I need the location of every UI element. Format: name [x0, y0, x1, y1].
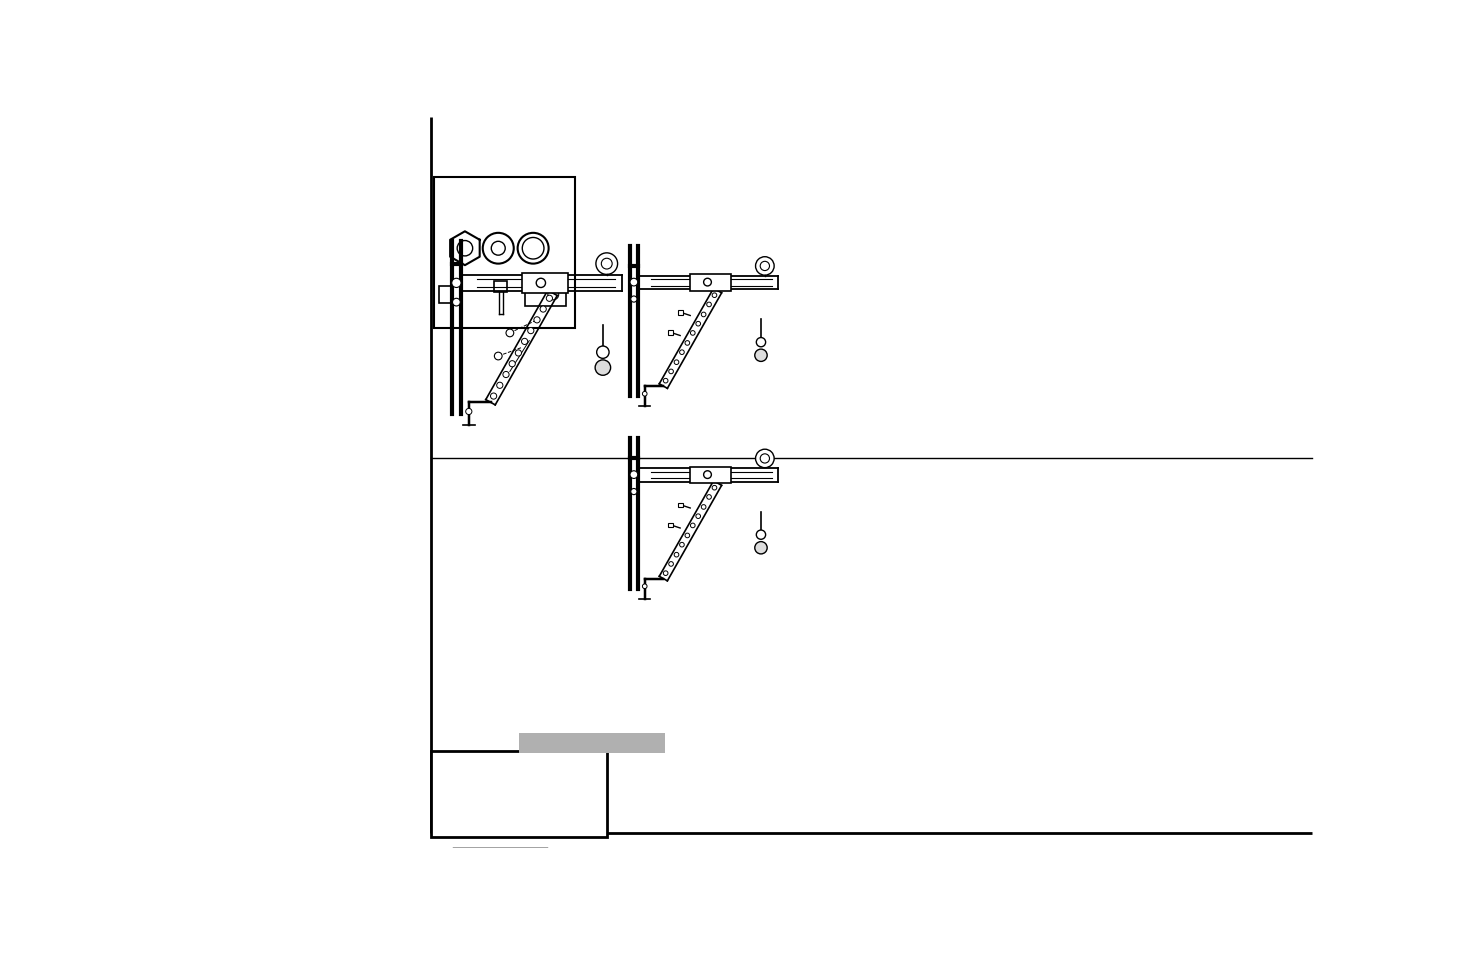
Ellipse shape	[602, 259, 612, 270]
Ellipse shape	[680, 351, 684, 355]
Ellipse shape	[684, 534, 690, 538]
Ellipse shape	[755, 542, 767, 555]
Ellipse shape	[457, 241, 472, 256]
Ellipse shape	[494, 353, 502, 360]
Ellipse shape	[537, 279, 546, 288]
Bar	[668, 331, 674, 335]
Ellipse shape	[491, 394, 497, 399]
Ellipse shape	[690, 332, 695, 335]
Ellipse shape	[528, 328, 534, 335]
Ellipse shape	[755, 350, 767, 362]
Bar	[494, 282, 507, 293]
Ellipse shape	[755, 257, 774, 275]
Ellipse shape	[509, 361, 515, 368]
Ellipse shape	[546, 295, 553, 302]
Ellipse shape	[518, 233, 549, 264]
Ellipse shape	[674, 553, 678, 558]
Ellipse shape	[547, 290, 559, 300]
Ellipse shape	[534, 317, 540, 324]
Ellipse shape	[503, 372, 509, 378]
Ellipse shape	[704, 279, 711, 287]
Ellipse shape	[594, 360, 611, 375]
Ellipse shape	[506, 330, 513, 337]
Bar	[519, 734, 665, 753]
Ellipse shape	[712, 486, 717, 491]
Ellipse shape	[668, 562, 674, 567]
Bar	[668, 523, 674, 528]
Ellipse shape	[630, 279, 637, 287]
Ellipse shape	[696, 515, 701, 519]
Ellipse shape	[701, 505, 707, 510]
Ellipse shape	[760, 262, 770, 272]
Bar	[690, 275, 730, 292]
Ellipse shape	[684, 341, 690, 346]
Ellipse shape	[643, 584, 648, 589]
Ellipse shape	[630, 472, 637, 479]
Ellipse shape	[522, 238, 544, 260]
Ellipse shape	[597, 347, 609, 359]
Ellipse shape	[491, 242, 506, 256]
Bar	[690, 467, 730, 483]
Ellipse shape	[466, 409, 472, 416]
Ellipse shape	[515, 351, 522, 356]
Bar	[678, 503, 683, 508]
Ellipse shape	[696, 322, 701, 327]
Bar	[678, 311, 683, 315]
Ellipse shape	[664, 571, 668, 576]
Ellipse shape	[453, 299, 460, 307]
Ellipse shape	[674, 360, 678, 365]
Ellipse shape	[668, 370, 674, 375]
Ellipse shape	[707, 303, 711, 308]
Ellipse shape	[712, 294, 717, 298]
Ellipse shape	[631, 489, 637, 496]
Polygon shape	[450, 232, 479, 266]
Ellipse shape	[757, 338, 766, 348]
Ellipse shape	[522, 339, 528, 345]
Bar	[522, 274, 568, 294]
Ellipse shape	[451, 279, 462, 288]
Ellipse shape	[701, 313, 707, 317]
Ellipse shape	[690, 523, 695, 528]
Ellipse shape	[631, 296, 637, 303]
Ellipse shape	[482, 233, 513, 264]
Ellipse shape	[497, 383, 503, 389]
Bar	[431, 751, 606, 838]
Bar	[434, 177, 575, 328]
Ellipse shape	[643, 392, 648, 396]
Ellipse shape	[680, 543, 684, 547]
Ellipse shape	[596, 253, 618, 275]
Ellipse shape	[707, 496, 711, 499]
Ellipse shape	[664, 379, 668, 383]
Ellipse shape	[760, 455, 770, 463]
Bar	[525, 284, 566, 307]
Ellipse shape	[704, 472, 711, 479]
Ellipse shape	[540, 307, 546, 313]
Bar	[438, 287, 453, 304]
Ellipse shape	[755, 450, 774, 468]
Ellipse shape	[757, 531, 766, 539]
